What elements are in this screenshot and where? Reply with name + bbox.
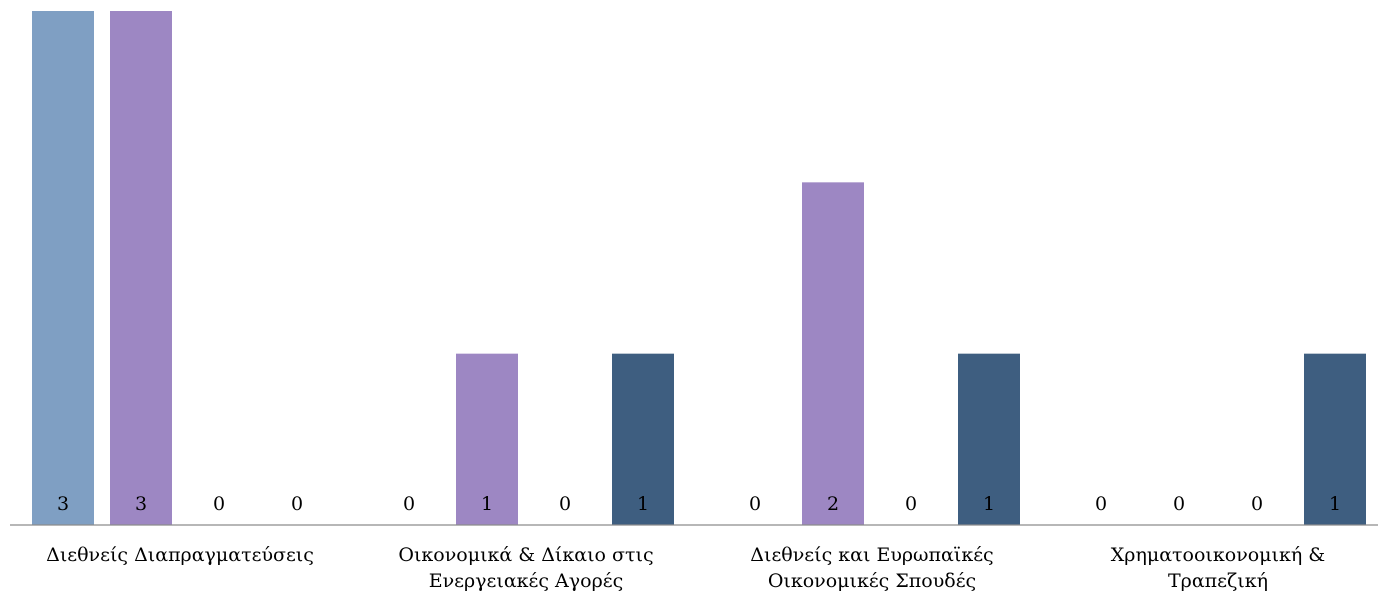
data-label: 0 xyxy=(1173,493,1185,515)
data-label: 1 xyxy=(983,493,995,515)
data-label: 0 xyxy=(749,493,761,515)
data-label: 0 xyxy=(403,493,415,515)
category-label: Χρηματοοικονομική & Τραπεζική xyxy=(1110,544,1326,592)
bar xyxy=(110,11,172,525)
data-label: 0 xyxy=(1095,493,1107,515)
data-label: 0 xyxy=(1251,493,1263,515)
category-label: Διεθνείς και Ευρωπαϊκές Οικονομικές Σπου… xyxy=(750,544,994,592)
data-label: 2 xyxy=(827,493,839,515)
bar xyxy=(1304,353,1366,525)
bar xyxy=(802,182,864,526)
data-label: 0 xyxy=(213,493,225,515)
data-label: 0 xyxy=(559,493,571,515)
data-label: 0 xyxy=(905,493,917,515)
bars-group xyxy=(32,11,1366,526)
data-label: 3 xyxy=(135,493,147,515)
data-label: 0 xyxy=(291,493,303,515)
bar xyxy=(958,353,1020,525)
category-label: Διεθνείς Διαπραγματεύσεις xyxy=(46,544,314,566)
data-label: 1 xyxy=(637,493,649,515)
data-label: 1 xyxy=(481,493,493,515)
data-label: 1 xyxy=(1329,493,1341,515)
category-label: Οικονομικά & Δίκαιο στις Ενεργειακές Αγο… xyxy=(398,544,654,592)
bar xyxy=(456,353,518,525)
data-label: 3 xyxy=(57,493,69,515)
bar xyxy=(612,353,674,525)
value-labels-group: 3 3 0 0 0 1 0 1 0 2 0 1 0 0 0 1 xyxy=(57,493,1341,515)
bar xyxy=(32,11,94,525)
